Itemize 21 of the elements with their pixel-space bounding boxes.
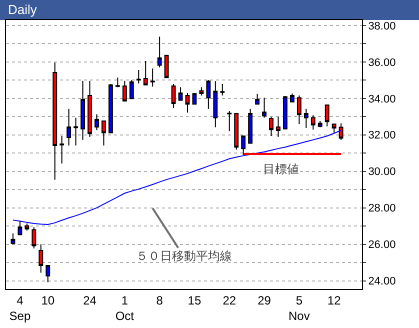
- x-tick-label: 1 Oct: [115, 293, 135, 323]
- y-tick-label: 30.00: [368, 166, 396, 178]
- x-tick-label: 8: [156, 293, 164, 308]
- x-tick-label: 22: [222, 293, 236, 308]
- x-tick-label: 15: [188, 293, 202, 308]
- y-tick-label: 26.00: [368, 239, 396, 252]
- x-tick-label: 10: [41, 293, 55, 308]
- x-tick-label: 24: [83, 293, 97, 308]
- y-tick-label: 32.00: [368, 130, 396, 142]
- x-tick-label: 29: [258, 293, 272, 308]
- x-tick-label: 4 Sep: [9, 293, 31, 323]
- x-tick-label: 12: [327, 293, 342, 308]
- y-tick-label: 36.00: [368, 56, 396, 69]
- y-tick-label: 24.00: [368, 276, 396, 288]
- y-tick-label: 28.00: [368, 202, 396, 215]
- y-tick-label: 34.00: [368, 93, 396, 106]
- annotation: 目標値: [263, 162, 299, 176]
- chart-title: Daily: [8, 2, 38, 17]
- annotation: ５０日移動平均線: [136, 249, 232, 263]
- y-tick-label: 38.00: [368, 20, 396, 32]
- x-tick-label: 5 Nov: [288, 293, 310, 323]
